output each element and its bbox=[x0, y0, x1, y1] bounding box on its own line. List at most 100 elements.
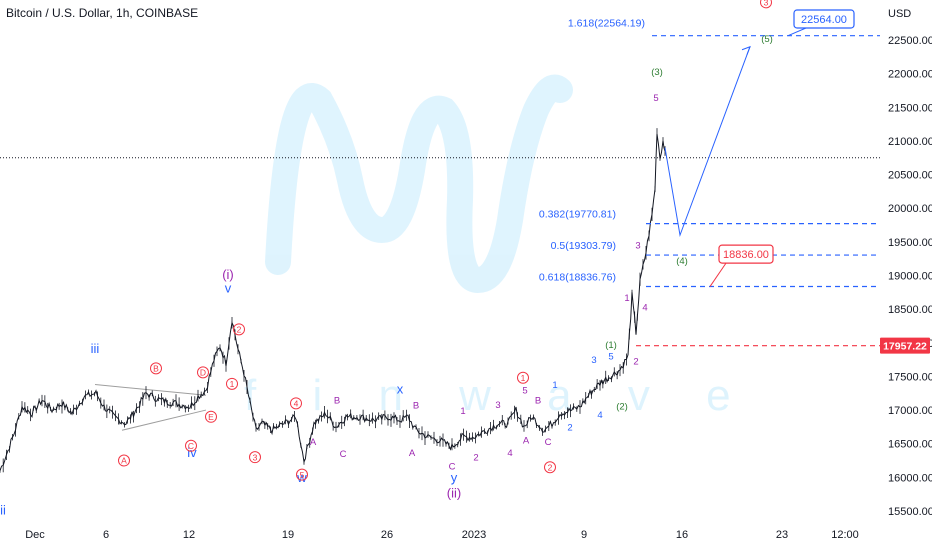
circle-label: 1 bbox=[230, 379, 235, 389]
current-price-tag bbox=[880, 337, 930, 354]
wave-label: (3) bbox=[651, 67, 663, 78]
wave-label: 5 bbox=[653, 93, 658, 104]
wave-label: w bbox=[296, 470, 307, 485]
wave-label: (ii) bbox=[447, 486, 461, 501]
support-callout-text: 18836.00 bbox=[723, 249, 769, 261]
wave-label: ii bbox=[0, 502, 6, 517]
circle-label: 1 bbox=[521, 373, 526, 383]
x-axis: Dec 6 12 19 26 2023 9 16 23 12:00 bbox=[25, 529, 859, 541]
wave-circle bbox=[118, 454, 130, 467]
wave-label: 2 bbox=[473, 453, 478, 464]
wave-label: B bbox=[535, 395, 541, 406]
x-tick-label: 2023 bbox=[462, 529, 486, 541]
wave-label: (4) bbox=[676, 256, 688, 267]
wave-label: A bbox=[523, 436, 530, 447]
wave-label: 4 bbox=[507, 448, 512, 459]
x-tick-label: 23 bbox=[776, 529, 788, 541]
price-line bbox=[0, 133, 666, 471]
wave-label: C bbox=[449, 461, 456, 472]
x-tick-label: 12 bbox=[183, 529, 195, 541]
current-price-tag-text: 17957.22 bbox=[883, 341, 927, 353]
wave-labels: iiiiiivv(i)wxy(ii)ABCBAC12345ABC12345(1)… bbox=[0, 0, 773, 517]
wave-circle bbox=[197, 366, 209, 379]
wave-label: A bbox=[409, 448, 416, 459]
triangle-lower-line bbox=[121, 409, 207, 431]
y-tick-label: 20500.00 bbox=[888, 170, 932, 182]
circle-label: 5 bbox=[300, 470, 305, 480]
projection-path bbox=[664, 45, 751, 238]
support-callout-pointer bbox=[709, 262, 727, 287]
wave-label: (1) bbox=[605, 340, 617, 351]
wave-label: 1 bbox=[460, 406, 465, 417]
fib-label: 0.5(19303.79) bbox=[551, 240, 616, 252]
wave-label: iv bbox=[187, 445, 197, 460]
wave-label: 4 bbox=[642, 302, 647, 313]
wave-circle bbox=[249, 451, 261, 464]
wave-circle bbox=[233, 323, 245, 336]
wave-circle bbox=[544, 461, 556, 474]
circle-label: E bbox=[208, 412, 214, 422]
wave-label: C bbox=[340, 449, 347, 460]
price-series bbox=[0, 128, 666, 473]
wave-label: 5 bbox=[522, 385, 527, 396]
y-tick-label: 21500.00 bbox=[888, 102, 932, 114]
circle-label: 2 bbox=[548, 462, 553, 472]
wave-circle bbox=[150, 362, 162, 375]
wave-label: (5) bbox=[761, 34, 773, 45]
circle-label: 4 bbox=[294, 399, 299, 409]
target-callout-pointer bbox=[787, 27, 807, 37]
wave-label: (i) bbox=[222, 267, 234, 282]
wave-circle bbox=[290, 397, 302, 410]
circle-label: B bbox=[153, 364, 159, 374]
support-callout bbox=[718, 244, 774, 264]
reference-lines bbox=[0, 157, 880, 347]
y-tick-label: 16500.00 bbox=[888, 439, 932, 451]
wave-circle bbox=[296, 468, 308, 481]
x-tick-label: 9 bbox=[581, 529, 587, 541]
y-tick-label: 16000.00 bbox=[888, 472, 932, 484]
wave-label: A bbox=[310, 437, 317, 448]
wave-label: B bbox=[413, 401, 419, 412]
wave-label: x bbox=[397, 381, 404, 396]
circle-label: 3 bbox=[764, 0, 769, 8]
wave-label: 1 bbox=[552, 380, 557, 391]
wave-circle bbox=[226, 377, 238, 390]
wave-label: 2 bbox=[633, 356, 638, 367]
circle-label: C bbox=[188, 441, 194, 451]
target-callout bbox=[793, 9, 855, 29]
y-tick-label: 21000.00 bbox=[888, 136, 932, 148]
wave-label: (2) bbox=[616, 401, 628, 412]
circle-label: A bbox=[121, 456, 127, 466]
triangle-pattern bbox=[94, 384, 207, 431]
x-tick-label: 26 bbox=[381, 529, 393, 541]
y-tick-label: 15500.00 bbox=[888, 506, 932, 518]
target-callout-text: 22564.00 bbox=[801, 14, 847, 26]
fib-levels: 1.618(22564.19) 0.382(19770.81) 0.5(19303.… bbox=[539, 18, 880, 288]
wave-label: y bbox=[451, 470, 458, 485]
wave-circle bbox=[517, 371, 529, 384]
wave-circle bbox=[185, 439, 197, 452]
y-tick-label: 22500.00 bbox=[888, 35, 932, 47]
x-tick-label: 16 bbox=[676, 529, 688, 541]
circle-label: D bbox=[200, 368, 206, 378]
wave-label: 4 bbox=[597, 410, 602, 421]
y-tick-label: 17000.00 bbox=[888, 405, 932, 417]
y-tick-label: 22000.00 bbox=[888, 69, 932, 81]
wave-label: 3 bbox=[591, 355, 596, 366]
triangle-upper-line bbox=[94, 384, 207, 396]
x-tick-label: 6 bbox=[103, 529, 109, 541]
y-tick-label: 20000.00 bbox=[888, 203, 932, 215]
watermark-text: f i n w a v e bbox=[244, 371, 753, 420]
wave-label: 3 bbox=[635, 241, 640, 252]
currency-label: USD bbox=[888, 8, 912, 20]
projection-arrowhead bbox=[741, 45, 751, 55]
x-tick-label: 19 bbox=[282, 529, 294, 541]
x-tick-label: Dec bbox=[25, 529, 45, 541]
y-tick-label: 19500.00 bbox=[888, 237, 932, 249]
projection-line bbox=[664, 46, 751, 238]
fib-label: 1.618(22564.19) bbox=[568, 18, 645, 30]
fib-label: 0.618(18836.76) bbox=[539, 271, 616, 283]
y-tick-label: 17500.00 bbox=[888, 371, 932, 383]
